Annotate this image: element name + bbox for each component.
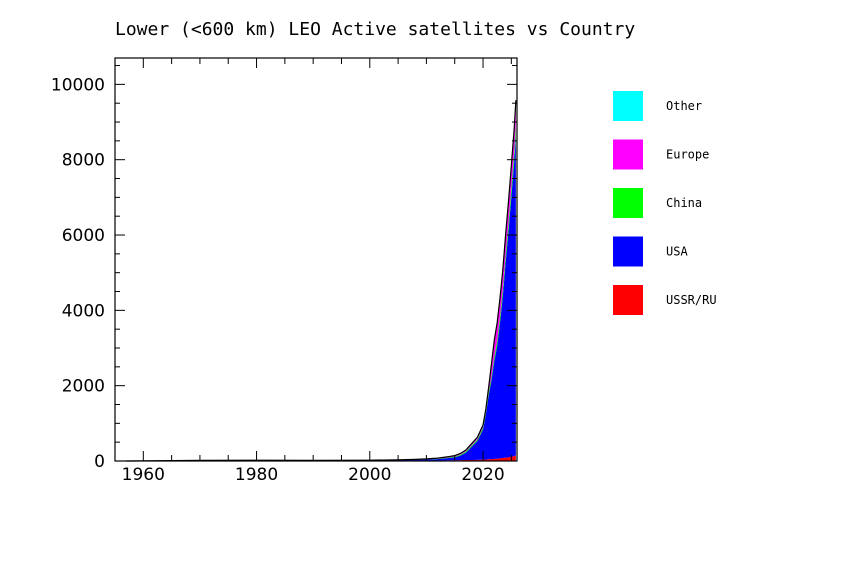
area-china <box>126 124 516 461</box>
area-usa <box>126 135 516 461</box>
legend-label: Europe <box>666 148 709 162</box>
legend-swatch-ussr-ru <box>613 285 643 315</box>
legend-label: China <box>666 196 702 210</box>
legend-label: Other <box>666 99 702 113</box>
y-tick-label: 10000 <box>51 75 105 95</box>
y-tick-label: 0 <box>94 452 105 472</box>
legend-swatch-usa <box>613 236 643 267</box>
legend-swatch-china <box>613 188 643 218</box>
plot-frame <box>114 57 518 462</box>
x-tick-label: 1980 <box>235 465 278 485</box>
legend: Other Europe China USA USSR/RU <box>613 91 717 315</box>
y-tick-label: 4000 <box>62 301 105 321</box>
legend-label: USA <box>666 245 688 259</box>
total-outline <box>126 100 517 462</box>
plot-area <box>114 57 518 462</box>
area-europe <box>126 103 516 461</box>
chart-title: Lower (<600 km) LEO Active satellites vs… <box>115 19 635 40</box>
y-axis: 0 2000 4000 6000 8000 10000 <box>51 65 517 472</box>
x-axis: 1960 1980 2000 2020 <box>114 58 512 485</box>
area-other <box>126 100 516 462</box>
x-tick-label: 2020 <box>461 465 504 485</box>
x-tick-label: 2000 <box>348 465 391 485</box>
y-tick-label: 6000 <box>62 226 105 246</box>
y-tick-label: 8000 <box>62 151 105 171</box>
legend-swatch-europe <box>613 139 643 170</box>
legend-label: USSR/RU <box>666 293 717 307</box>
legend-swatch-other <box>613 91 643 121</box>
y-tick-label: 2000 <box>62 377 105 397</box>
x-tick-label: 1960 <box>122 465 165 485</box>
